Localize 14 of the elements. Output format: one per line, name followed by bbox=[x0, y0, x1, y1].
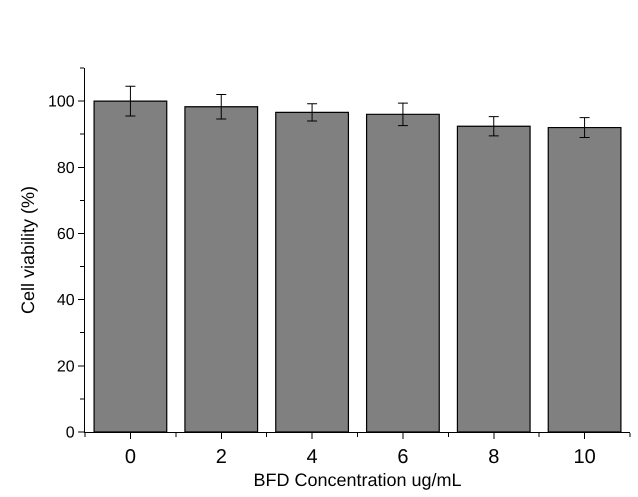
y-tick-label: 80 bbox=[56, 160, 75, 177]
x-tick-label: 8 bbox=[488, 446, 500, 468]
y-tick-label: 20 bbox=[56, 358, 75, 376]
y-tick-label: 60 bbox=[56, 226, 75, 244]
x-tick-label: 6 bbox=[397, 446, 408, 468]
y-tick-label: 40 bbox=[56, 292, 75, 310]
x-tick-label: 0 bbox=[124, 446, 136, 468]
x-axis-title: BFD Concentration ug/mL bbox=[253, 470, 462, 490]
y-tick-label: 100 bbox=[48, 94, 75, 111]
x-tick-label: 2 bbox=[216, 446, 227, 468]
y-tick-label: 0 bbox=[66, 424, 75, 442]
x-tick-label: 10 bbox=[573, 446, 596, 468]
y-axis-title: Cell viability (%) bbox=[18, 186, 38, 314]
x-tick-label: 4 bbox=[306, 446, 318, 468]
